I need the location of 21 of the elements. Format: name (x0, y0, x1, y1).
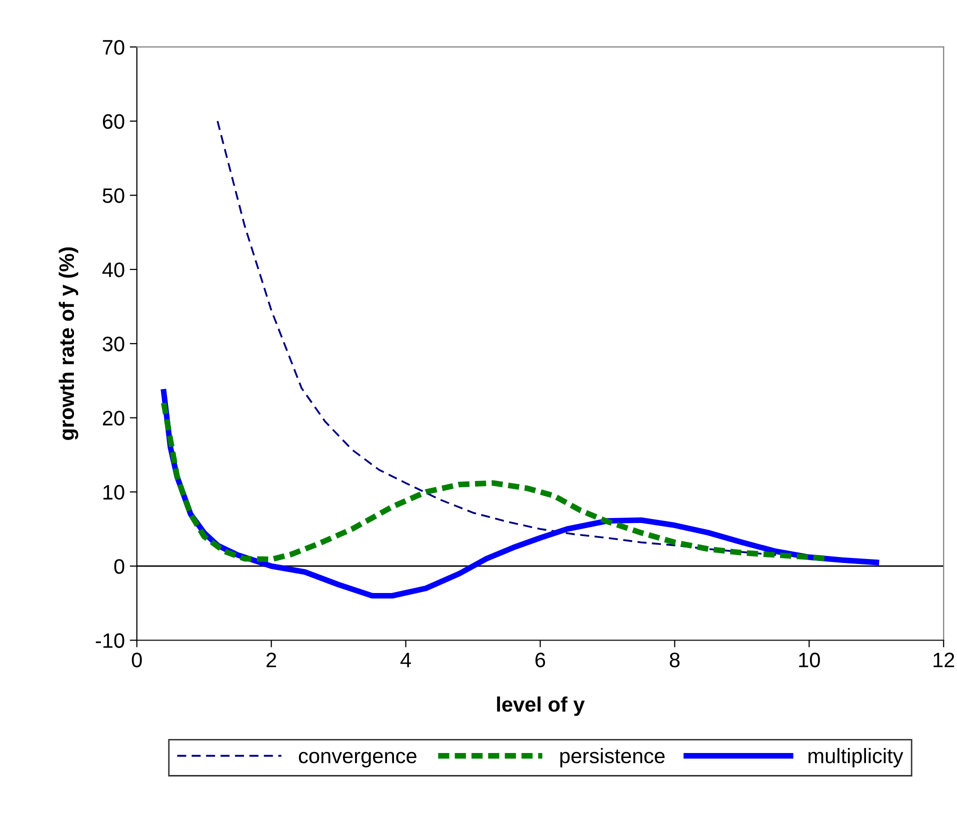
x-tick-label: 12 (934, 652, 954, 668)
legend-label: multiplicity (808, 748, 904, 768)
y-tick-label: 20 (102, 410, 124, 426)
y-tick-label: 60 (102, 114, 124, 129)
x-tick-label: 4 (400, 652, 411, 668)
legend-label: persistence (560, 748, 665, 768)
x-axis-title: level of y (497, 696, 585, 716)
y-axis-title: growth rate of y (%) (58, 247, 78, 440)
y-tick-label: -10 (96, 633, 124, 648)
y-tick-label: 10 (103, 484, 124, 500)
x-tick-label: 10 (799, 652, 820, 668)
y-tick-label: 50 (102, 188, 124, 204)
x-tick-label: 6 (535, 652, 546, 668)
legend-label: convergence (298, 752, 416, 768)
y-tick-label: 40 (102, 262, 124, 278)
y-tick-label: 0 (114, 559, 124, 574)
x-tick-label: 2 (266, 652, 276, 668)
x-tick-label: 0 (132, 652, 142, 668)
y-tick-label: 70 (102, 40, 124, 55)
x-tick-label: 8 (670, 652, 680, 668)
y-tick-label: 30 (102, 336, 124, 352)
